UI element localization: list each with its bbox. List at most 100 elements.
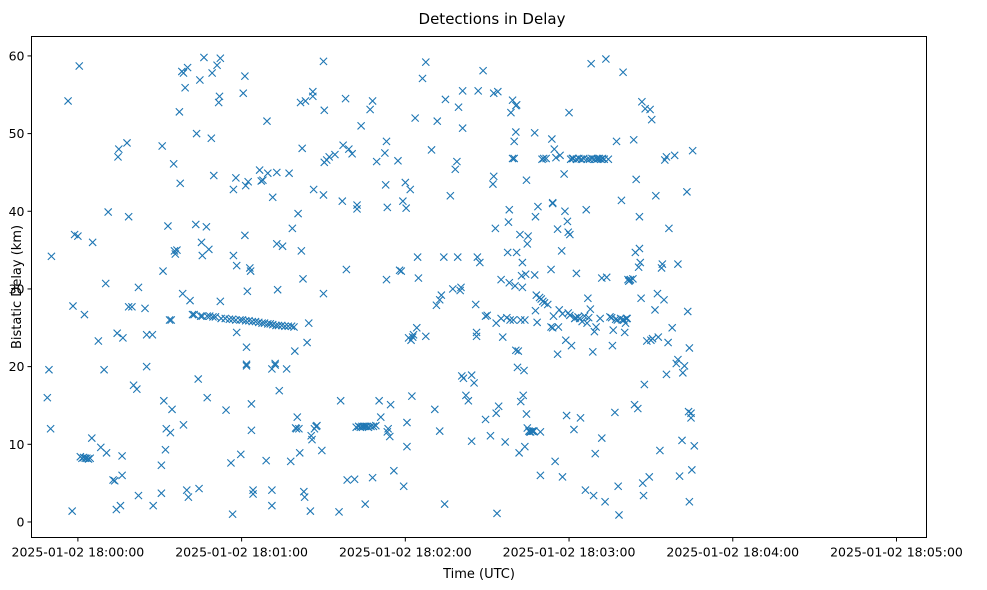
data-point [517, 271, 526, 280]
data-point [492, 409, 501, 418]
data-point [229, 251, 238, 260]
data-point [124, 212, 133, 221]
data-point [371, 421, 380, 430]
data-point [637, 294, 646, 303]
data-point [271, 359, 280, 368]
data-point [192, 129, 201, 138]
data-point [159, 396, 168, 405]
data-point [614, 482, 623, 491]
data-point [118, 451, 127, 460]
data-point [104, 208, 113, 217]
data-point [635, 212, 644, 221]
data-point [134, 491, 143, 500]
data-point [222, 406, 231, 415]
data-point [464, 396, 473, 405]
data-point [639, 491, 648, 500]
data-point [191, 220, 200, 229]
data-point [647, 115, 656, 124]
data-point [336, 396, 345, 405]
data-point [402, 204, 411, 213]
data-point [381, 180, 390, 189]
data-point [516, 397, 525, 406]
data-point [673, 260, 682, 269]
data-point [509, 316, 518, 325]
data-point [163, 222, 172, 231]
data-point [626, 275, 635, 284]
data-point [688, 146, 697, 155]
data-point [361, 500, 370, 509]
data-point [536, 471, 545, 480]
data-point [319, 289, 328, 298]
data-point [124, 302, 133, 311]
data-point [278, 242, 287, 251]
data-point [640, 380, 649, 389]
data-point [43, 393, 52, 402]
data-point [456, 286, 465, 295]
data-point [506, 108, 515, 117]
data-point [281, 322, 289, 331]
data-point [612, 137, 621, 146]
data-point [297, 246, 306, 255]
data-point [101, 279, 110, 288]
data-point [368, 96, 377, 105]
data-point [479, 66, 488, 75]
data-point [439, 253, 448, 262]
data-point [520, 366, 529, 375]
data-point [161, 445, 170, 454]
data-point [636, 258, 645, 267]
data-point [518, 283, 527, 292]
data-point [581, 486, 590, 495]
data-point [64, 96, 73, 105]
data-point [342, 265, 351, 274]
data-point [687, 465, 696, 474]
data-point [623, 314, 632, 323]
data-point [654, 333, 663, 342]
data-point [493, 87, 502, 96]
data-point [675, 472, 684, 481]
data-point [292, 424, 301, 433]
data-point [239, 89, 248, 98]
data-point [511, 281, 520, 290]
data-point [408, 333, 417, 342]
data-point [232, 328, 241, 337]
data-point [285, 169, 294, 178]
data-point [380, 149, 389, 158]
data-point [294, 424, 303, 433]
data-point [523, 239, 532, 248]
data-point [175, 107, 184, 116]
x-axis: 2025-01-02 18:00:00 2025-01-02 18:01:00 20… [12, 537, 963, 560]
data-point [68, 507, 77, 516]
plot-frame [31, 36, 927, 538]
data-point [565, 311, 574, 320]
data-point [685, 497, 694, 506]
data-point [325, 152, 334, 161]
data-point [582, 205, 591, 214]
data-point [690, 441, 699, 450]
data-point [186, 296, 195, 305]
data-point [473, 253, 482, 262]
data-points [43, 53, 699, 519]
data-point [376, 413, 385, 422]
data-point [341, 94, 350, 103]
data-point [531, 212, 540, 221]
data-point [622, 314, 631, 323]
data-point [437, 291, 446, 300]
data-point [567, 341, 576, 350]
data-point [580, 312, 589, 321]
data-point [188, 310, 197, 319]
data-point [529, 427, 538, 436]
data-point [266, 319, 275, 328]
y-tick-label: 50 [9, 126, 25, 141]
data-point [628, 274, 637, 283]
data-point [506, 316, 515, 325]
data-point [556, 151, 565, 160]
data-point [543, 300, 552, 309]
data-point [216, 297, 225, 306]
data-point [255, 166, 264, 175]
data-point [157, 461, 166, 470]
data-point [309, 185, 318, 194]
data-point [474, 86, 483, 95]
data-point [402, 442, 411, 451]
data-point [588, 347, 597, 356]
data-point [344, 145, 353, 154]
